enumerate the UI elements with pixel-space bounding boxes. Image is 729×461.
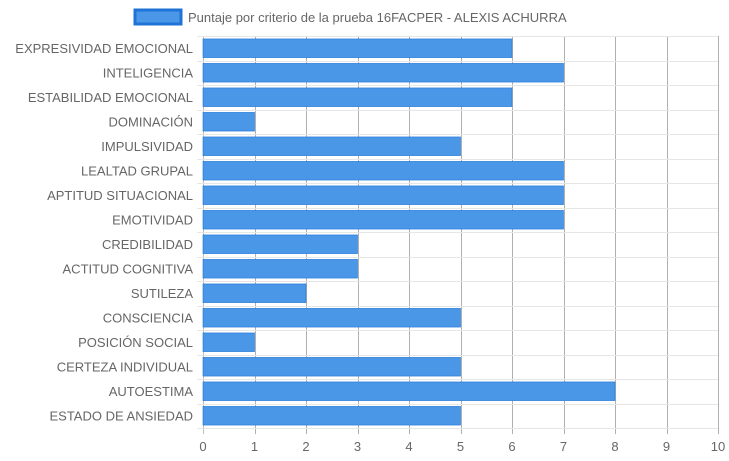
x-tick-label: 6 (508, 439, 515, 454)
category-label: CONSCIENCIA (103, 310, 194, 325)
x-tick-label: 2 (302, 439, 309, 454)
bar[interactable] (202, 259, 358, 279)
bar[interactable] (202, 283, 307, 303)
category-label: EXPRESIVIDAD EMOCIONAL (15, 41, 193, 56)
bar[interactable] (202, 185, 564, 205)
bar[interactable] (202, 210, 564, 230)
legend-label: Puntaje por criterio de la prueba 16FACP… (188, 10, 567, 25)
category-label: EMOTIVIDAD (112, 212, 193, 227)
bar[interactable] (202, 234, 358, 254)
x-tick-label: 4 (405, 439, 412, 454)
category-label: INTELIGENCIA (103, 65, 194, 80)
category-label: ESTADO DE ANSIEDAD (49, 408, 193, 423)
bar[interactable] (202, 136, 461, 156)
category-label: POSICIÓN SOCIAL (78, 335, 193, 350)
category-label: ESTABILIDAD EMOCIONAL (28, 90, 193, 105)
x-tick-label: 1 (251, 439, 258, 454)
bar[interactable] (202, 332, 255, 352)
x-tick-label: 5 (457, 439, 464, 454)
x-tick-label: 0 (199, 439, 206, 454)
x-tick-label: 9 (663, 439, 670, 454)
bar[interactable] (202, 357, 461, 377)
bar[interactable] (202, 87, 513, 107)
x-tick-label: 10 (711, 439, 725, 454)
category-label: ACTITUD COGNITIVA (63, 261, 194, 276)
legend-swatch (133, 8, 183, 26)
x-axis-ticks: 0 1 2 3 4 5 6 7 8 9 10 (199, 439, 725, 454)
x-tick-label: 3 (354, 439, 361, 454)
bar[interactable] (202, 381, 616, 401)
category-labels: EXPRESIVIDAD EMOCIONAL INTELIGENCIA ESTABI… (15, 41, 193, 424)
x-tick-label: 7 (560, 439, 567, 454)
bars (202, 38, 616, 426)
category-label: APTITUD SITUACIONAL (47, 188, 193, 203)
bar[interactable] (202, 308, 461, 328)
bar[interactable] (202, 38, 513, 58)
bar[interactable] (202, 161, 564, 181)
category-label: IMPULSIVIDAD (101, 139, 193, 154)
category-label: CREDIBILIDAD (102, 237, 193, 252)
bar[interactable] (202, 112, 255, 132)
bar[interactable] (202, 406, 461, 426)
legend[interactable]: Puntaje por criterio de la prueba 16FACP… (133, 8, 567, 26)
x-tick-label: 8 (611, 439, 618, 454)
category-label: CERTEZA INDIVIDUAL (57, 359, 193, 374)
category-label: AUTOESTIMA (109, 384, 194, 399)
bar[interactable] (202, 63, 564, 83)
category-label: LEALTAD GRUPAL (81, 163, 193, 178)
category-label: SUTILEZA (131, 286, 193, 301)
category-label: DOMINACIÓN (109, 114, 194, 129)
